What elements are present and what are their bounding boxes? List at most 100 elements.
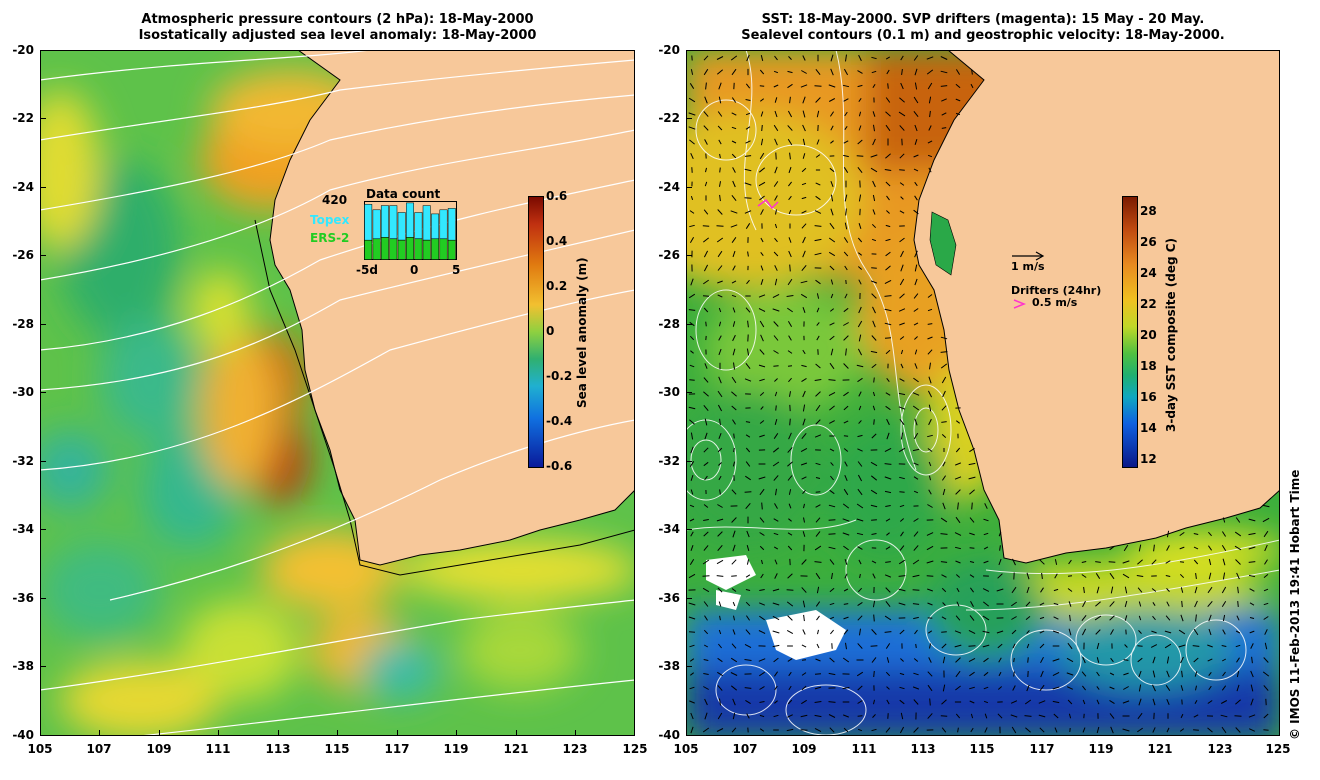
velocity-arrow xyxy=(704,712,708,720)
velocity-arrow xyxy=(829,602,835,606)
velocity-arrow xyxy=(787,138,793,146)
velocity-arrow xyxy=(912,448,920,452)
velocity-arrow xyxy=(717,504,723,508)
velocity-arrow xyxy=(898,392,906,396)
velocity-arrow xyxy=(940,715,948,717)
velocity-arrow xyxy=(759,517,765,523)
left-lon-115: 115 xyxy=(324,742,350,756)
velocity-arrow xyxy=(731,575,737,577)
velocity-arrow xyxy=(774,138,778,146)
velocity-arrow xyxy=(845,54,847,62)
velocity-arrow xyxy=(940,336,948,340)
velocity-arrow xyxy=(704,475,708,481)
velocity-arrow xyxy=(899,545,905,551)
velocity-arrow xyxy=(787,350,793,354)
velocity-arrow xyxy=(1222,629,1226,635)
velocity-arrow xyxy=(1123,686,1129,690)
velocity-arrow xyxy=(870,489,878,495)
left-lon-117: 117 xyxy=(384,742,410,756)
velocity-arrow xyxy=(828,546,836,550)
velocity-arrow xyxy=(717,657,723,663)
velocity-arrow xyxy=(1250,698,1254,706)
velocity-arrow xyxy=(927,671,933,677)
velocity-arrow xyxy=(885,671,891,677)
velocity-arrow xyxy=(775,405,777,411)
velocity-arrow xyxy=(828,504,836,508)
velocity-arrow xyxy=(1039,727,1045,733)
velocity-arrow xyxy=(802,110,806,118)
inset-ers2-bar xyxy=(389,238,398,260)
velocity-arrow xyxy=(1138,615,1142,621)
velocity-arrow xyxy=(803,517,805,523)
velocity-arrow xyxy=(870,350,878,354)
velocity-arrow xyxy=(899,237,905,243)
velocity-arrow xyxy=(996,630,1004,634)
velocity-arrow xyxy=(1109,601,1115,607)
velocity-arrow xyxy=(857,685,863,691)
velocity-arrow xyxy=(773,181,779,187)
velocity-arrow xyxy=(872,391,876,397)
velocity-arrow xyxy=(858,111,862,117)
velocity-arrow xyxy=(844,475,848,481)
velocity-arrow xyxy=(800,84,808,88)
velocity-arrow xyxy=(886,210,890,214)
velocity-arrow xyxy=(914,363,918,369)
velocity-arrow xyxy=(900,363,904,369)
velocity-arrow xyxy=(732,601,736,607)
velocity-arrow xyxy=(1152,698,1156,706)
velocity-arrow xyxy=(898,308,906,312)
velocity-arrow xyxy=(969,561,975,563)
velocity-arrow xyxy=(787,461,793,467)
velocity-arrow xyxy=(1110,657,1114,663)
velocity-arrow xyxy=(829,420,835,424)
velocity-arrow xyxy=(703,545,709,551)
velocity-arrow xyxy=(788,237,792,243)
velocity-arrow xyxy=(732,307,736,313)
velocity-arrow xyxy=(1123,659,1129,661)
velocity-arrow xyxy=(760,279,764,285)
velocity-arrow xyxy=(773,84,779,88)
velocity-arrow xyxy=(1081,614,1087,622)
velocity-arrow xyxy=(802,390,806,398)
right-lon-109: 109 xyxy=(791,742,817,756)
velocity-arrow xyxy=(843,405,849,411)
velocity-arrow xyxy=(873,377,875,383)
left-lon-123: 123 xyxy=(562,742,588,756)
velocity-arrow xyxy=(802,418,806,426)
velocity-arrow xyxy=(704,432,708,440)
velocity-arrow xyxy=(731,237,737,243)
sea-level-colorbar xyxy=(528,196,544,468)
velocity-arrow xyxy=(914,278,918,286)
left-lon-125: 125 xyxy=(622,742,648,756)
velocity-arrow xyxy=(873,419,875,425)
velocity-arrow xyxy=(689,139,695,145)
velocity-arrow xyxy=(955,657,961,663)
velocity-arrow xyxy=(913,672,919,676)
velocity-arrow xyxy=(760,138,764,146)
velocity-arrow xyxy=(689,364,695,368)
velocity-arrow xyxy=(1011,616,1017,620)
velocity-arrow xyxy=(787,70,793,74)
velocity-arrow xyxy=(843,714,849,718)
velocity-arrow xyxy=(773,350,779,354)
velocity-arrow xyxy=(773,70,779,74)
velocity-arrow xyxy=(1109,572,1115,580)
velocity-arrow xyxy=(940,561,948,563)
velocity-arrow xyxy=(1220,714,1228,718)
velocity-arrow xyxy=(718,335,722,341)
velocity-arrow xyxy=(1264,642,1268,650)
velocity-arrow xyxy=(872,194,876,202)
velocity-arrow xyxy=(1263,657,1269,663)
velocity-arrow xyxy=(732,629,736,635)
velocity-arrow xyxy=(914,181,918,187)
velocity-arrow xyxy=(830,279,834,285)
velocity-arrow xyxy=(1194,600,1198,608)
velocity-arrow xyxy=(997,573,1003,579)
velocity-arrow xyxy=(1179,573,1185,579)
velocity-arrow xyxy=(886,532,890,536)
velocity-arrow xyxy=(815,419,821,425)
velocity-arrow xyxy=(1250,643,1254,649)
velocity-arrow xyxy=(730,210,738,214)
velocity-arrow xyxy=(970,727,974,733)
velocity-arrow xyxy=(829,322,835,326)
